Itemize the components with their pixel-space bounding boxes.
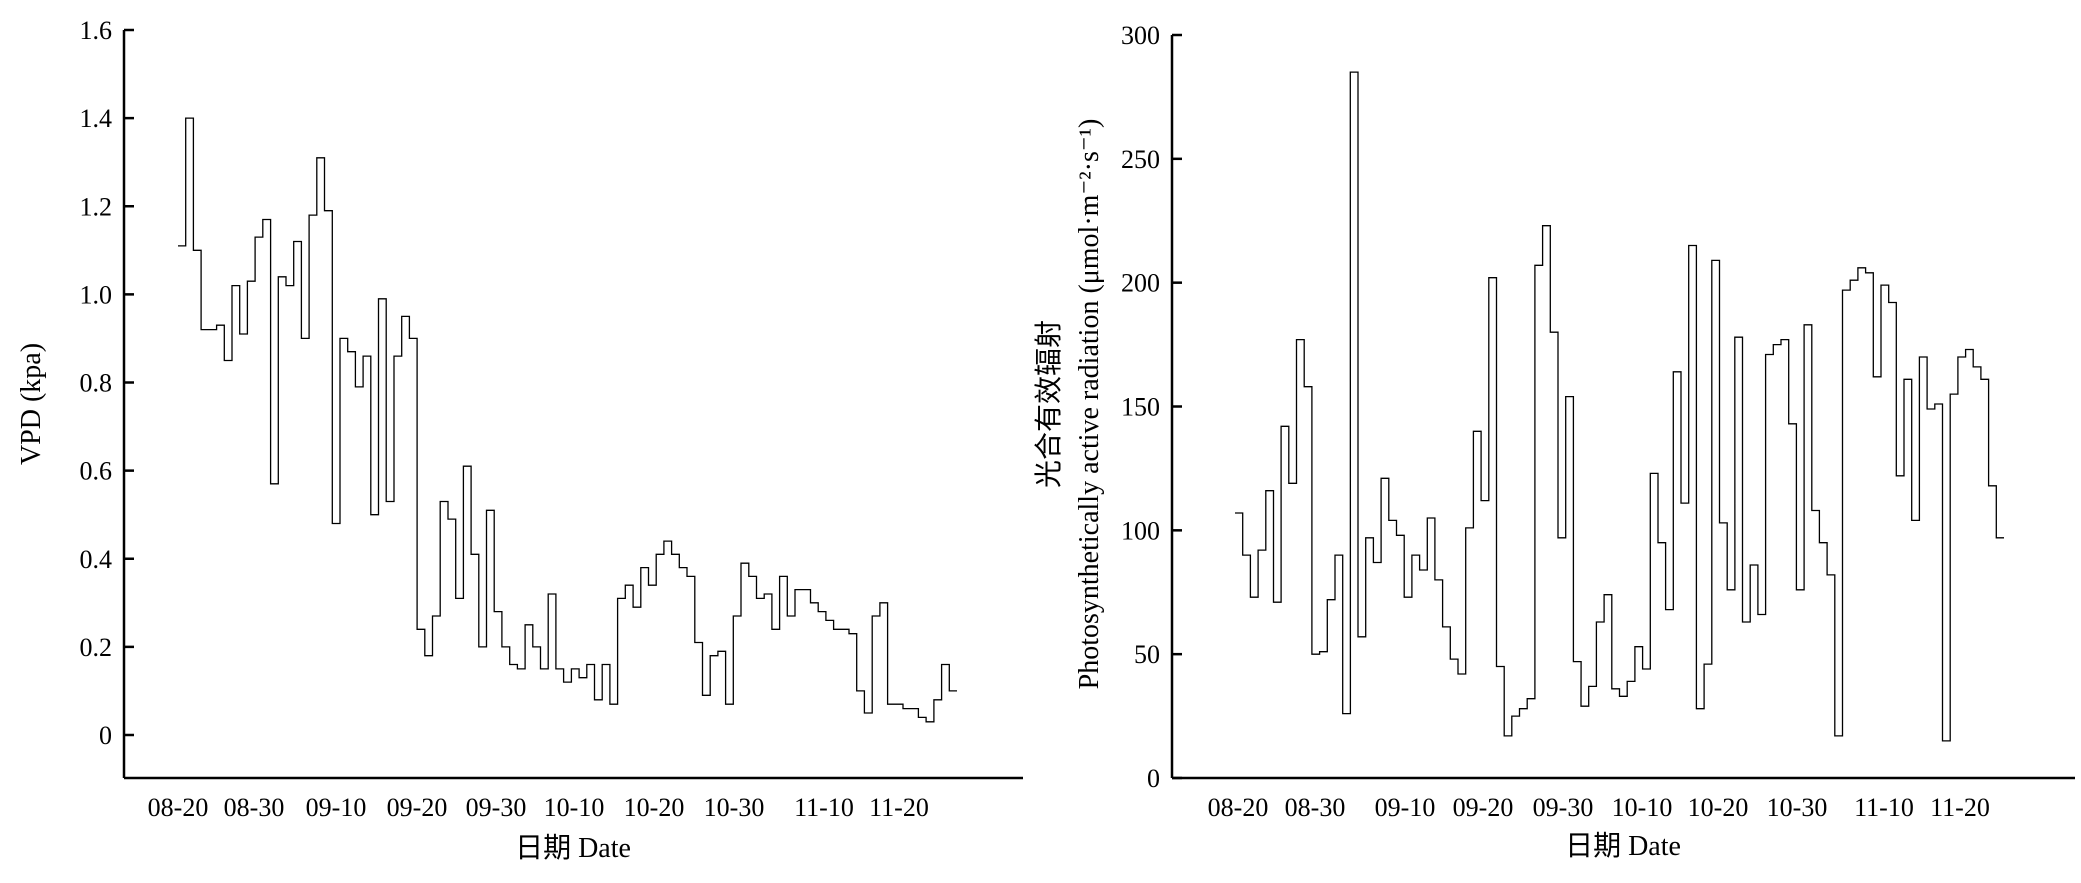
par-chart: 0 50 100 150 200 250 300 08-20 08-30 09-10 09-20 0…	[1033, 21, 2075, 862]
par-y-tick-label: 100	[1121, 516, 1160, 545]
par-x-tick-label: 08-20	[1208, 793, 1269, 822]
vpd-x-tick-label: 08-20	[148, 793, 209, 822]
vpd-x-tick-label: 11-20	[869, 793, 929, 822]
par-x-tick-label: 10-10	[1612, 793, 1673, 822]
vpd-y-tick-label: 0.8	[80, 369, 113, 398]
vpd-y-axis-label: VPD (kpa)	[16, 343, 47, 465]
par-series-line	[1235, 71, 2004, 742]
vpd-x-tick-label: 10-20	[624, 793, 685, 822]
vpd-y-tick-label: 0	[99, 721, 112, 750]
par-y-tick-label: 300	[1121, 21, 1160, 50]
par-y-axis-label-cn: 光合有效辐射	[1033, 320, 1065, 488]
vpd-y-tick-label: 1.2	[80, 192, 113, 221]
par-x-tick-label: 08-30	[1285, 793, 1346, 822]
vpd-y-tick-label: 1.6	[80, 16, 113, 45]
vpd-x-axis-label: 日期 Date	[515, 833, 631, 864]
par-y-tick-label: 0	[1147, 764, 1160, 793]
vpd-x-tick-label: 09-20	[387, 793, 448, 822]
par-y-tick-label: 200	[1121, 269, 1160, 298]
vpd-x-tick-label: 08-30	[224, 793, 285, 822]
par-x-tick-label: 11-10	[1854, 793, 1914, 822]
vpd-y-tick-label: 0.6	[80, 457, 113, 486]
par-y-tick-label: 150	[1121, 393, 1160, 422]
par-x-axis-label: 日期 Date	[1565, 831, 1681, 862]
vpd-x-tick-label: 09-30	[466, 793, 527, 822]
par-y-tick-label: 50	[1134, 640, 1160, 669]
par-x-tick-label: 09-20	[1453, 793, 1514, 822]
vpd-y-tick-label: 1.4	[80, 104, 113, 133]
vpd-x-tick-label: 10-10	[544, 793, 605, 822]
vpd-series-line	[178, 117, 957, 723]
vpd-y-tick-label: 0.4	[80, 545, 113, 574]
vpd-x-tick-label: 10-30	[704, 793, 765, 822]
par-x-tick-label: 10-30	[1767, 793, 1828, 822]
par-y-axis-label-en: Photosynthetically active radiation (μmo…	[1074, 119, 1105, 690]
vpd-x-tick-label: 11-10	[794, 793, 854, 822]
par-x-tick-label: 09-10	[1375, 793, 1436, 822]
par-x-tick-label: 09-30	[1533, 793, 1594, 822]
vpd-y-tick-label: 0.2	[80, 633, 113, 662]
par-x-tick-label: 11-20	[1930, 793, 1990, 822]
par-x-tick-label: 10-20	[1688, 793, 1749, 822]
vpd-x-tick-label: 09-10	[306, 793, 367, 822]
vpd-chart: 0 0.2 0.4 0.6 0.8 1.0 1.2 1.4 1.6 08-20 08-30 09-1…	[16, 16, 1023, 864]
vpd-y-tick-label: 1.0	[80, 280, 113, 309]
par-y-tick-label: 250	[1121, 145, 1160, 174]
